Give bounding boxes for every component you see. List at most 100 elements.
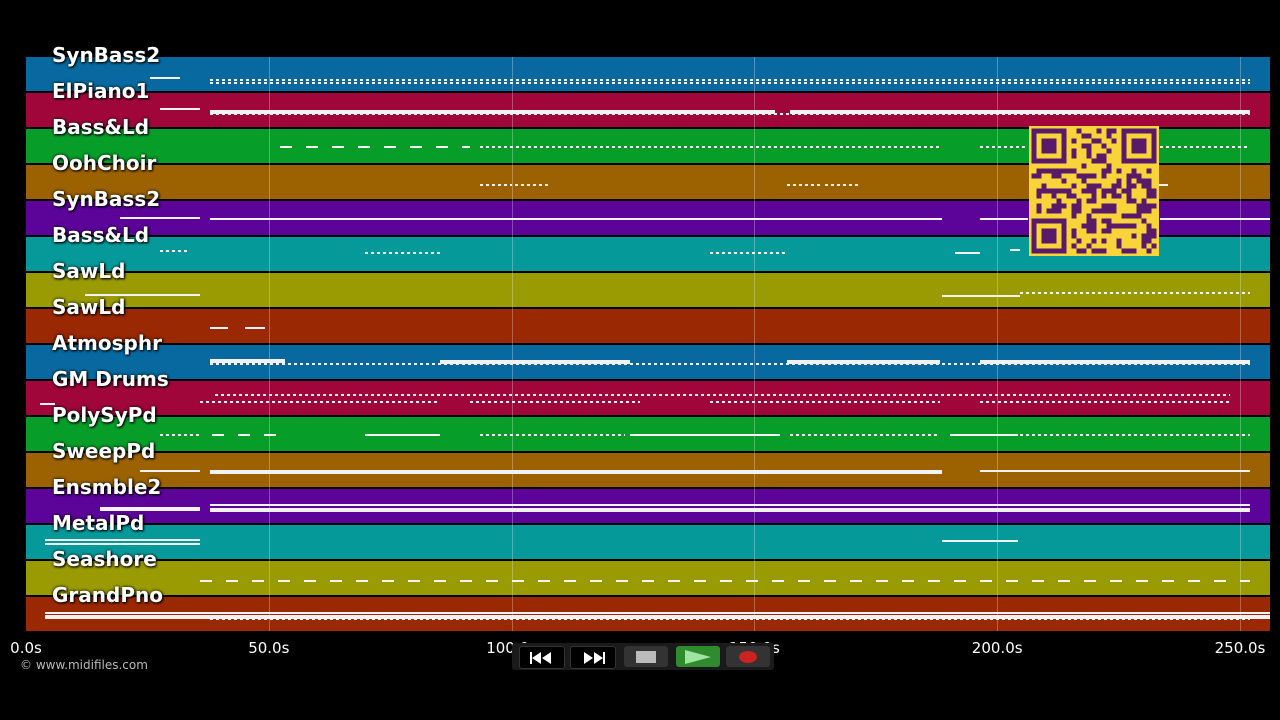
midi-note [480,184,512,186]
midi-note [980,146,1028,148]
midi-note [710,401,940,403]
midi-note [210,82,1250,84]
transport-controls [512,643,774,670]
midi-note [980,401,1230,403]
midi-note [120,217,200,219]
time-tick-label: 0.0s [10,639,42,657]
midi-note [790,434,940,436]
midi-note [160,250,190,252]
time-tick-label: 250.0s [1214,639,1266,657]
time-tick-label: 50.0s [248,639,290,657]
midi-note [210,618,1250,620]
midi-note [210,113,1250,115]
track-label: Bass&Ld [52,223,150,247]
midi-note [160,434,200,436]
midi-note [210,508,1250,512]
midi-note [210,359,285,363]
track-label: MetalPd [52,511,145,535]
rewind-icon [530,651,551,664]
track-lane [26,489,1270,525]
midi-note [210,110,775,114]
track-label: SweepPd [52,439,156,463]
midi-note [980,360,1250,364]
midi-note [210,327,228,329]
play-button[interactable] [676,646,720,667]
grid-line [997,57,999,631]
midi-note [210,363,1250,365]
midi-note [45,612,1270,614]
midi-note [45,539,200,541]
midi-note [950,434,1018,436]
midi-note [515,184,550,186]
play-icon [685,649,711,664]
track-label: GrandPno [52,583,163,607]
track-label: PolySyPd [52,403,157,427]
stop-icon [636,650,656,663]
midi-note [45,615,1270,619]
stop-button[interactable] [624,646,668,667]
midi-note [210,218,942,220]
midi-note [1160,218,1270,220]
midi-note [365,252,440,254]
midi-note [45,543,200,545]
midi-note [480,146,940,148]
midi-note [825,184,860,186]
grid-line [754,57,756,631]
midi-note [150,77,180,79]
midi-note [1020,292,1250,294]
midi-note [280,146,470,148]
record-icon [739,650,757,663]
midi-note [942,540,1018,542]
qr-code-graphic [1031,128,1157,254]
midi-note [787,360,940,364]
midi-note [40,403,55,405]
record-button[interactable] [726,646,770,667]
midi-note [160,108,200,110]
track-label: OohChoir [52,151,157,175]
midi-note [480,434,625,436]
track-label: SawLd [52,295,126,319]
fast-forward-icon [584,651,605,664]
track-lane [26,273,1270,309]
track-label: GM Drums [52,367,169,391]
grid-line [268,57,270,631]
time-tick-label: 200.0s [971,639,1023,657]
midi-note [1010,249,1020,251]
track-label: Atmosphr [52,331,162,355]
track-label: ElPiano1 [52,79,150,103]
track-label: SawLd [52,259,126,283]
rewind-button[interactable] [519,646,565,669]
midi-note [215,394,1230,396]
midi-note [980,218,1028,220]
midi-note [1020,434,1250,436]
grid-line [511,57,513,631]
midi-note [440,360,630,364]
midi-note [710,252,785,254]
midi-note [955,252,980,254]
midi-note [85,294,200,296]
grid-line [1240,57,1241,631]
midi-note [210,79,1250,81]
midi-note [200,401,440,403]
track-lane [26,525,1270,561]
midi-note [790,110,1250,114]
track-label: SynBass2 [52,43,161,67]
midi-note [365,434,440,436]
midi-note [210,470,942,474]
fast-forward-button[interactable] [570,646,616,669]
track-label: Bass&Ld [52,115,150,139]
midi-note [942,295,1020,297]
track-lane [26,561,1270,597]
midi-note [140,470,200,472]
midi-note [1155,184,1168,186]
track-lane [26,381,1270,417]
midi-note [470,401,640,403]
midi-note [100,507,200,511]
midi-note [212,434,285,436]
track-lane [26,57,1270,93]
track-label: Seashore [52,547,157,571]
track-lane [26,309,1270,345]
midi-note [210,504,1250,506]
track-label: SynBass2 [52,187,161,211]
qr-code [1029,126,1159,256]
